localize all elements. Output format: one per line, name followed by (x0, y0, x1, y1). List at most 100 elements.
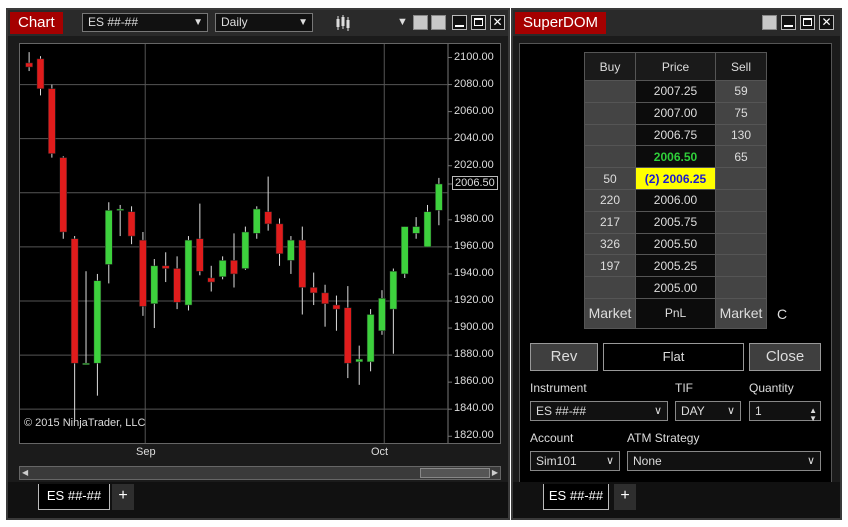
scroll-left-icon[interactable]: ◀ (22, 468, 29, 477)
price-cell: 2007.25 (635, 80, 716, 103)
sell-cell[interactable] (715, 254, 767, 278)
candle-body (116, 208, 124, 211)
sell-cell[interactable]: 75 (715, 101, 767, 125)
candle-body (344, 307, 352, 364)
scroll-right-icon[interactable]: ▶ (491, 468, 498, 477)
add-tab-button[interactable]: + (614, 484, 636, 510)
sell-cell[interactable]: 65 (715, 145, 767, 169)
account-select[interactable]: Sim101 ∨ (530, 451, 620, 471)
chart-scrollbar[interactable]: ◀ ▶ (19, 466, 501, 480)
pnl-cell[interactable]: PnL (635, 297, 716, 329)
ladder-row[interactable]: 2007.00 75 (584, 101, 767, 125)
price-tick-label: 2100.00 (454, 50, 494, 63)
maximize-button[interactable] (800, 15, 815, 30)
buy-cell[interactable] (584, 145, 636, 169)
instrument-selector-value: ES ##-## (88, 15, 139, 29)
scroll-thumb[interactable] (420, 468, 490, 478)
chevron-down-icon: ▼ (298, 17, 308, 28)
instrument-select[interactable]: ES ##-## ∨ (530, 401, 668, 421)
candle-body (48, 88, 56, 154)
chart-panel[interactable]: 2100.00 2080.00 2060.00 2040.00 2020.00 2006.… (19, 43, 501, 444)
market-buy-button[interactable]: Market (584, 297, 636, 329)
window-option-button[interactable] (413, 15, 428, 30)
candle-body (366, 314, 375, 363)
tif-select-value: DAY (681, 404, 705, 418)
close-window-button[interactable]: ✕ (490, 15, 505, 30)
buy-cell[interactable] (584, 80, 636, 103)
quantity-value: 1 (755, 404, 762, 418)
ladder-row[interactable]: 197 2005.25 (584, 254, 767, 278)
sell-cell[interactable] (715, 276, 767, 299)
sell-cell[interactable] (715, 167, 767, 190)
minimize-button[interactable] (452, 15, 467, 30)
candle-body (139, 239, 147, 307)
atm-strategy-select[interactable]: None ∨ (627, 451, 821, 471)
minimize-button[interactable] (781, 15, 796, 30)
interval-selector[interactable]: Daily ▼ (215, 13, 313, 32)
sell-cell[interactable] (715, 232, 767, 256)
candle-body (275, 223, 284, 254)
buy-cell[interactable]: 50 (584, 167, 636, 190)
sell-cell[interactable]: 130 (715, 123, 767, 147)
buy-cell[interactable]: 220 (584, 188, 636, 212)
market-sell-button[interactable]: Market (715, 297, 767, 329)
ladder-row[interactable]: 2007.25 59 (584, 80, 767, 103)
chevron-down-icon: ▼ (193, 17, 203, 28)
window-option-button-2[interactable] (431, 15, 446, 30)
candle-body (70, 238, 79, 364)
candle-body (400, 226, 409, 275)
sell-cell[interactable]: 59 (715, 80, 767, 103)
candle-body (298, 239, 307, 288)
close-position-button[interactable]: Close (749, 343, 821, 371)
buy-cell[interactable]: 197 (584, 254, 636, 278)
ladder-row[interactable]: 50 (2) 2006.25 (584, 167, 767, 190)
sell-cell[interactable] (715, 188, 767, 212)
price-tick-label: 2080.00 (454, 77, 494, 90)
ladder-row[interactable]: 2006.50 65 (584, 145, 767, 169)
price-chart[interactable] (20, 44, 500, 443)
price-cell: 2006.00 (635, 188, 716, 212)
increment-icon[interactable]: ▲ (809, 406, 817, 415)
ladder-row[interactable]: 217 2005.75 (584, 210, 767, 234)
buy-cell[interactable]: 326 (584, 232, 636, 256)
tab-es[interactable]: ES ##-## (543, 484, 609, 510)
close-icon: ✕ (821, 15, 832, 29)
candle-body (321, 292, 329, 304)
chart-titlebar: Chart ES ##-## ▼ Daily ▼ ▼ (8, 10, 508, 36)
buy-header: Buy (584, 52, 636, 81)
ladder-row[interactable]: 220 2006.00 (584, 188, 767, 212)
instrument-selector[interactable]: ES ##-## ▼ (82, 13, 208, 32)
buy-cell[interactable] (584, 101, 636, 125)
ladder-row[interactable]: 326 2005.50 (584, 232, 767, 256)
quantity-stepper[interactable]: 1 ▲ ▼ (749, 401, 821, 423)
window-option-button[interactable] (762, 15, 777, 30)
atm-strategy-label: ATM Strategy (627, 431, 700, 445)
tab-es[interactable]: ES ##-## (38, 484, 110, 510)
maximize-icon (474, 18, 483, 26)
candle-body (423, 211, 432, 248)
candle-body (127, 211, 136, 237)
tif-select[interactable]: DAY ∨ (675, 401, 741, 421)
add-tab-button[interactable]: + (112, 484, 134, 510)
chevron-down-icon: ∨ (806, 455, 815, 467)
ladder-row[interactable]: 2006.75 130 (584, 123, 767, 147)
window-menu-icon[interactable]: ▼ (397, 16, 408, 28)
rev-button[interactable]: Rev (530, 343, 598, 371)
price-tick-label: 1880.00 (454, 348, 494, 361)
buy-cell[interactable] (584, 276, 636, 299)
superdom-window: SuperDOM ✕ Buy Price Sell 2007.25 59 200… (511, 8, 842, 520)
chart-style-icon[interactable] (335, 14, 351, 32)
buy-cell[interactable] (584, 123, 636, 147)
candle-body (59, 157, 68, 233)
date-label-oct: Oct (371, 446, 389, 458)
candle-body (36, 58, 45, 89)
close-window-button[interactable]: ✕ (819, 15, 834, 30)
ladder-row[interactable]: 2005.00 (584, 276, 767, 299)
sell-cell[interactable] (715, 210, 767, 234)
superdom-titlebar: SuperDOM ✕ (513, 10, 840, 36)
candle-body (150, 265, 159, 304)
buy-cell[interactable]: 217 (584, 210, 636, 234)
decrement-icon[interactable]: ▼ (809, 414, 817, 423)
maximize-button[interactable] (471, 15, 486, 30)
price-tick-label: 1920.00 (454, 293, 494, 306)
